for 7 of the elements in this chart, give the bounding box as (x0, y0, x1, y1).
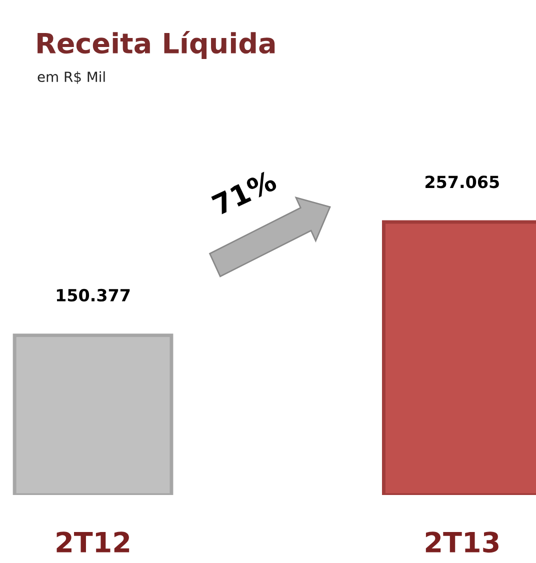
data-label: 150.377 (56, 288, 130, 302)
x-tick-label: 2T13 (426, 532, 498, 553)
chart-subtitle: em R$ Mil (38, 71, 105, 84)
x-tick-label: 2T12 (56, 532, 130, 552)
text: 71% (211, 170, 278, 216)
data-label: 257.065 (426, 176, 499, 188)
chart-title: Receita Líquida (38, 31, 275, 59)
